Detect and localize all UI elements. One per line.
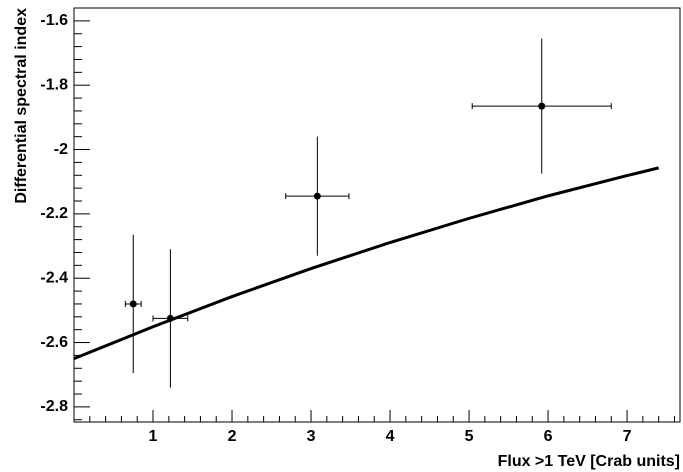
y-tick-label: -2 (54, 141, 68, 158)
data-point (313, 192, 321, 200)
x-tick-label: 6 (544, 428, 553, 445)
x-tick-label: 5 (465, 428, 474, 445)
y-tick-label: -2.2 (40, 205, 68, 222)
y-tick-label: -2.8 (40, 398, 68, 415)
y-tick-label: -1.8 (40, 76, 68, 93)
x-tick-label: 7 (623, 428, 632, 445)
fit-curve (73, 166, 660, 361)
y-tick-label: -2.4 (40, 269, 68, 286)
plot-frame (73, 7, 681, 423)
y-tick-label: -1.6 (40, 12, 68, 29)
x-tick-label: 1 (149, 428, 158, 445)
y-axis-title: Differential spectral index (13, 8, 30, 204)
x-tick-label: 2 (228, 428, 237, 445)
data-point (538, 102, 546, 110)
x-axis-title: Flux >1 TeV [Crab units] (498, 453, 680, 470)
data-point (129, 300, 137, 308)
y-tick-label: -2.6 (40, 334, 68, 351)
x-tick-label: 3 (307, 428, 316, 445)
x-tick-label: 4 (386, 428, 395, 445)
